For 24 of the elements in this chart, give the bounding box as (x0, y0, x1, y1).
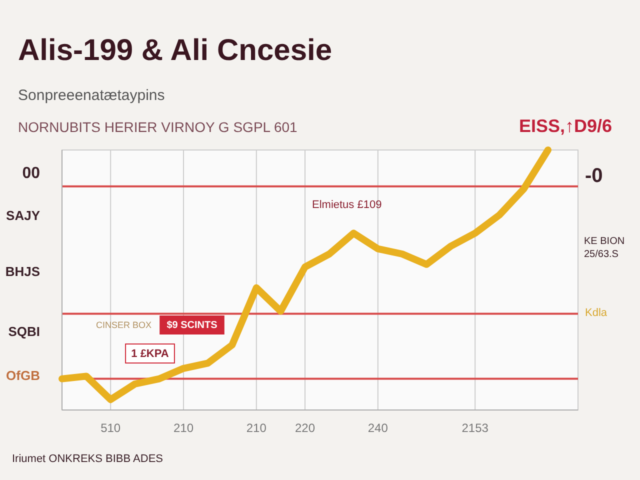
text: 25/63.S (584, 249, 619, 260)
text: BHJS (5, 264, 40, 279)
text: Kdla (585, 307, 608, 319)
text: 00 (22, 165, 40, 182)
text: NORNUBITS HERIER VIRNOY G SGPL 601 (18, 119, 298, 135)
annotation: CINSER BOX (96, 320, 152, 330)
chart-subtitle: Sonpreeenatætaypins (18, 87, 165, 104)
text: -0 (585, 165, 603, 187)
x-tick-label: 210 (173, 421, 194, 435)
annotation: Elmietus £109 (312, 199, 382, 211)
text: Iriumet ONKREKS BIBB ADES (12, 453, 163, 465)
x-tick-label: 210 (246, 421, 267, 435)
x-tick-label: 510 (100, 421, 121, 435)
annotation: 1 £KPA (131, 348, 169, 360)
x-tick-label: 220 (294, 421, 316, 435)
text: OfGB (6, 368, 40, 383)
annotation: $9 SCINTS (166, 320, 218, 331)
text: KE BION (584, 236, 625, 247)
text: SQBI (8, 324, 40, 339)
chart-title: Alis-199 & Ali Cncesie (18, 34, 332, 67)
text: EISS,↑D9/6 (518, 116, 612, 136)
x-tick-label: 240 (368, 421, 388, 435)
x-tick-label: 2153 (462, 421, 489, 435)
text: SAJY (6, 208, 40, 223)
